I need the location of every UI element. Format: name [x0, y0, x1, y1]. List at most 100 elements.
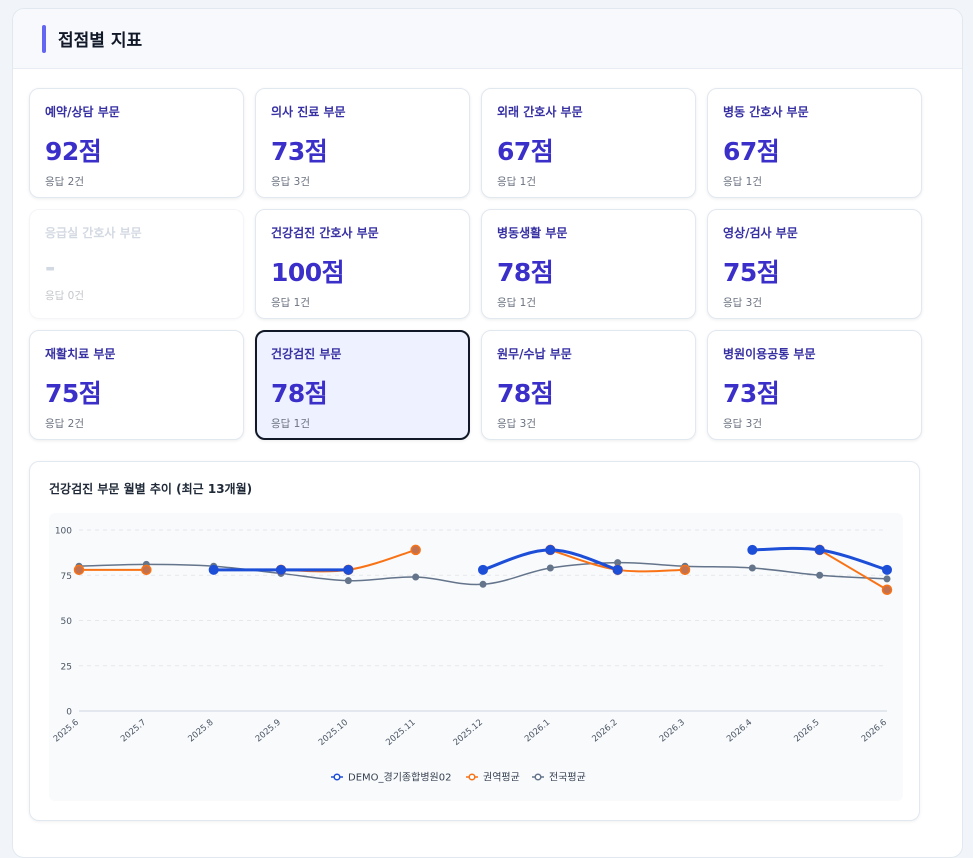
card-score: 73점 — [271, 137, 328, 166]
x-tick-label: 2026.6 — [860, 718, 889, 745]
card-title: 병동 간호사 부문 — [723, 105, 809, 119]
panel-header: 접점별 지표 — [13, 9, 962, 69]
card-title: 영상/검사 부문 — [723, 226, 798, 240]
card-response-count: 응답 3건 — [723, 418, 762, 430]
data-point — [412, 573, 420, 581]
data-point — [816, 571, 824, 579]
x-tick-label: 2026.4 — [725, 718, 754, 745]
y-tick-label: 50 — [61, 617, 73, 627]
card-score: 78점 — [271, 379, 328, 408]
card-title: 의사 진료 부문 — [271, 105, 346, 119]
data-point — [343, 564, 354, 575]
x-tick-label: 2025.8 — [186, 718, 215, 745]
data-point — [612, 564, 623, 575]
x-tick-label: 2025.10 — [317, 718, 350, 748]
trend-chart-card: 건강검진 부문 월별 추이 (최근 13개월) 0 25 50 75 100 2025.6… — [29, 461, 920, 821]
y-tick-label: 100 — [55, 527, 72, 537]
header-accent-bar — [42, 24, 46, 53]
data-point — [748, 564, 756, 572]
legend-swatch-dot — [468, 773, 476, 781]
series-line — [819, 549, 888, 591]
data-point — [410, 544, 421, 556]
x-tick-label: 2025.9 — [254, 718, 283, 745]
data-point — [679, 564, 691, 576]
data-point — [276, 564, 286, 575]
card-title: 재활치료 부문 — [45, 347, 116, 361]
data-point — [73, 564, 85, 576]
y-tick-label: 75 — [61, 572, 72, 582]
data-point — [545, 544, 556, 555]
card-response-count: 응답 3건 — [497, 418, 536, 430]
card-title: 원무/수납 부문 — [497, 347, 572, 361]
data-point — [478, 564, 488, 575]
card-score: 78점 — [497, 258, 554, 287]
card-score: 67점 — [497, 137, 554, 166]
data-point — [881, 584, 893, 595]
card-response-count: 응답 1건 — [271, 297, 310, 309]
card-response-count: 응답 2건 — [45, 418, 84, 430]
x-tick-label: 2025.12 — [452, 718, 485, 748]
data-point — [141, 564, 152, 576]
legend-label: 권역평균 — [483, 772, 520, 784]
metric-card: 응급실 간호사 부문 - 응답 0건 — [29, 209, 244, 319]
metric-card[interactable]: 원무/수납 부문 78점 응답 3건 — [481, 330, 696, 440]
card-score: 92점 — [45, 137, 102, 166]
card-title: 외래 간호사 부문 — [497, 105, 583, 119]
chart-area: 0 25 50 75 100 2025.6 2025.7 2025.8 2025.9 2025.1… — [49, 513, 903, 801]
data-point — [882, 564, 892, 575]
card-title: 건강검진 간호사 부문 — [271, 226, 379, 240]
card-response-count: 응답 1건 — [497, 176, 536, 188]
data-point — [479, 580, 487, 588]
metric-card[interactable]: 건강검진 부문 78점 응답 1건 — [255, 330, 470, 440]
x-tick-label: 2025.7 — [119, 718, 148, 745]
x-tick-label: 2025.6 — [52, 718, 81, 745]
x-tick-label: 2026.3 — [658, 718, 687, 745]
card-title: 응급실 간호사 부문 — [45, 226, 142, 240]
card-title: 병원이용공통 부문 — [723, 347, 816, 361]
legend-label: 전국평균 — [549, 772, 586, 784]
x-tick-label: 2026.1 — [523, 718, 552, 745]
x-tick-label: 2025.11 — [384, 718, 417, 748]
legend-swatch-dot — [534, 773, 542, 781]
page-title: 접점별 지표 — [58, 31, 143, 51]
card-response-count: 응답 1건 — [497, 297, 536, 309]
card-score: 73점 — [723, 379, 780, 408]
data-point — [747, 544, 758, 555]
line-chart: 0 25 50 75 100 2025.6 2025.7 2025.8 2025.9 2025.1… — [52, 527, 893, 784]
card-response-count: 응답 3건 — [271, 176, 310, 188]
data-point — [883, 575, 891, 583]
card-title: 병동생활 부문 — [497, 226, 568, 240]
card-response-count: 응답 0건 — [45, 290, 84, 302]
data-point — [344, 577, 352, 585]
card-response-count: 응답 3건 — [723, 297, 762, 309]
data-point — [208, 564, 219, 575]
card-score: 75점 — [723, 258, 780, 287]
legend-label: DEMO_경기종합병원02 — [348, 771, 451, 784]
card-response-count: 응답 1건 — [723, 176, 762, 188]
x-tick-label: 2026.5 — [792, 718, 821, 745]
card-score: 100점 — [271, 258, 345, 287]
card-score: 67점 — [723, 137, 780, 166]
metric-card-grid: 예약/상담 부문 92점 응답 2건 의사 진료 부문 73점 응답 3건 외래 간호사 부… — [29, 88, 922, 440]
card-score: - — [45, 253, 55, 282]
card-score: 75점 — [45, 379, 102, 408]
card-response-count: 응답 2건 — [45, 176, 84, 188]
y-tick-label: 0 — [66, 708, 72, 718]
x-tick-label: 2026.2 — [590, 718, 619, 745]
data-point — [814, 544, 825, 555]
y-tick-label: 25 — [61, 662, 72, 672]
data-point — [546, 564, 554, 572]
card-response-count: 응답 1건 — [271, 418, 310, 430]
legend-swatch-dot — [333, 773, 341, 781]
card-title: 예약/상담 부문 — [45, 105, 120, 119]
chart-title: 건강검진 부문 월별 추이 (최근 13개월) — [49, 482, 253, 496]
